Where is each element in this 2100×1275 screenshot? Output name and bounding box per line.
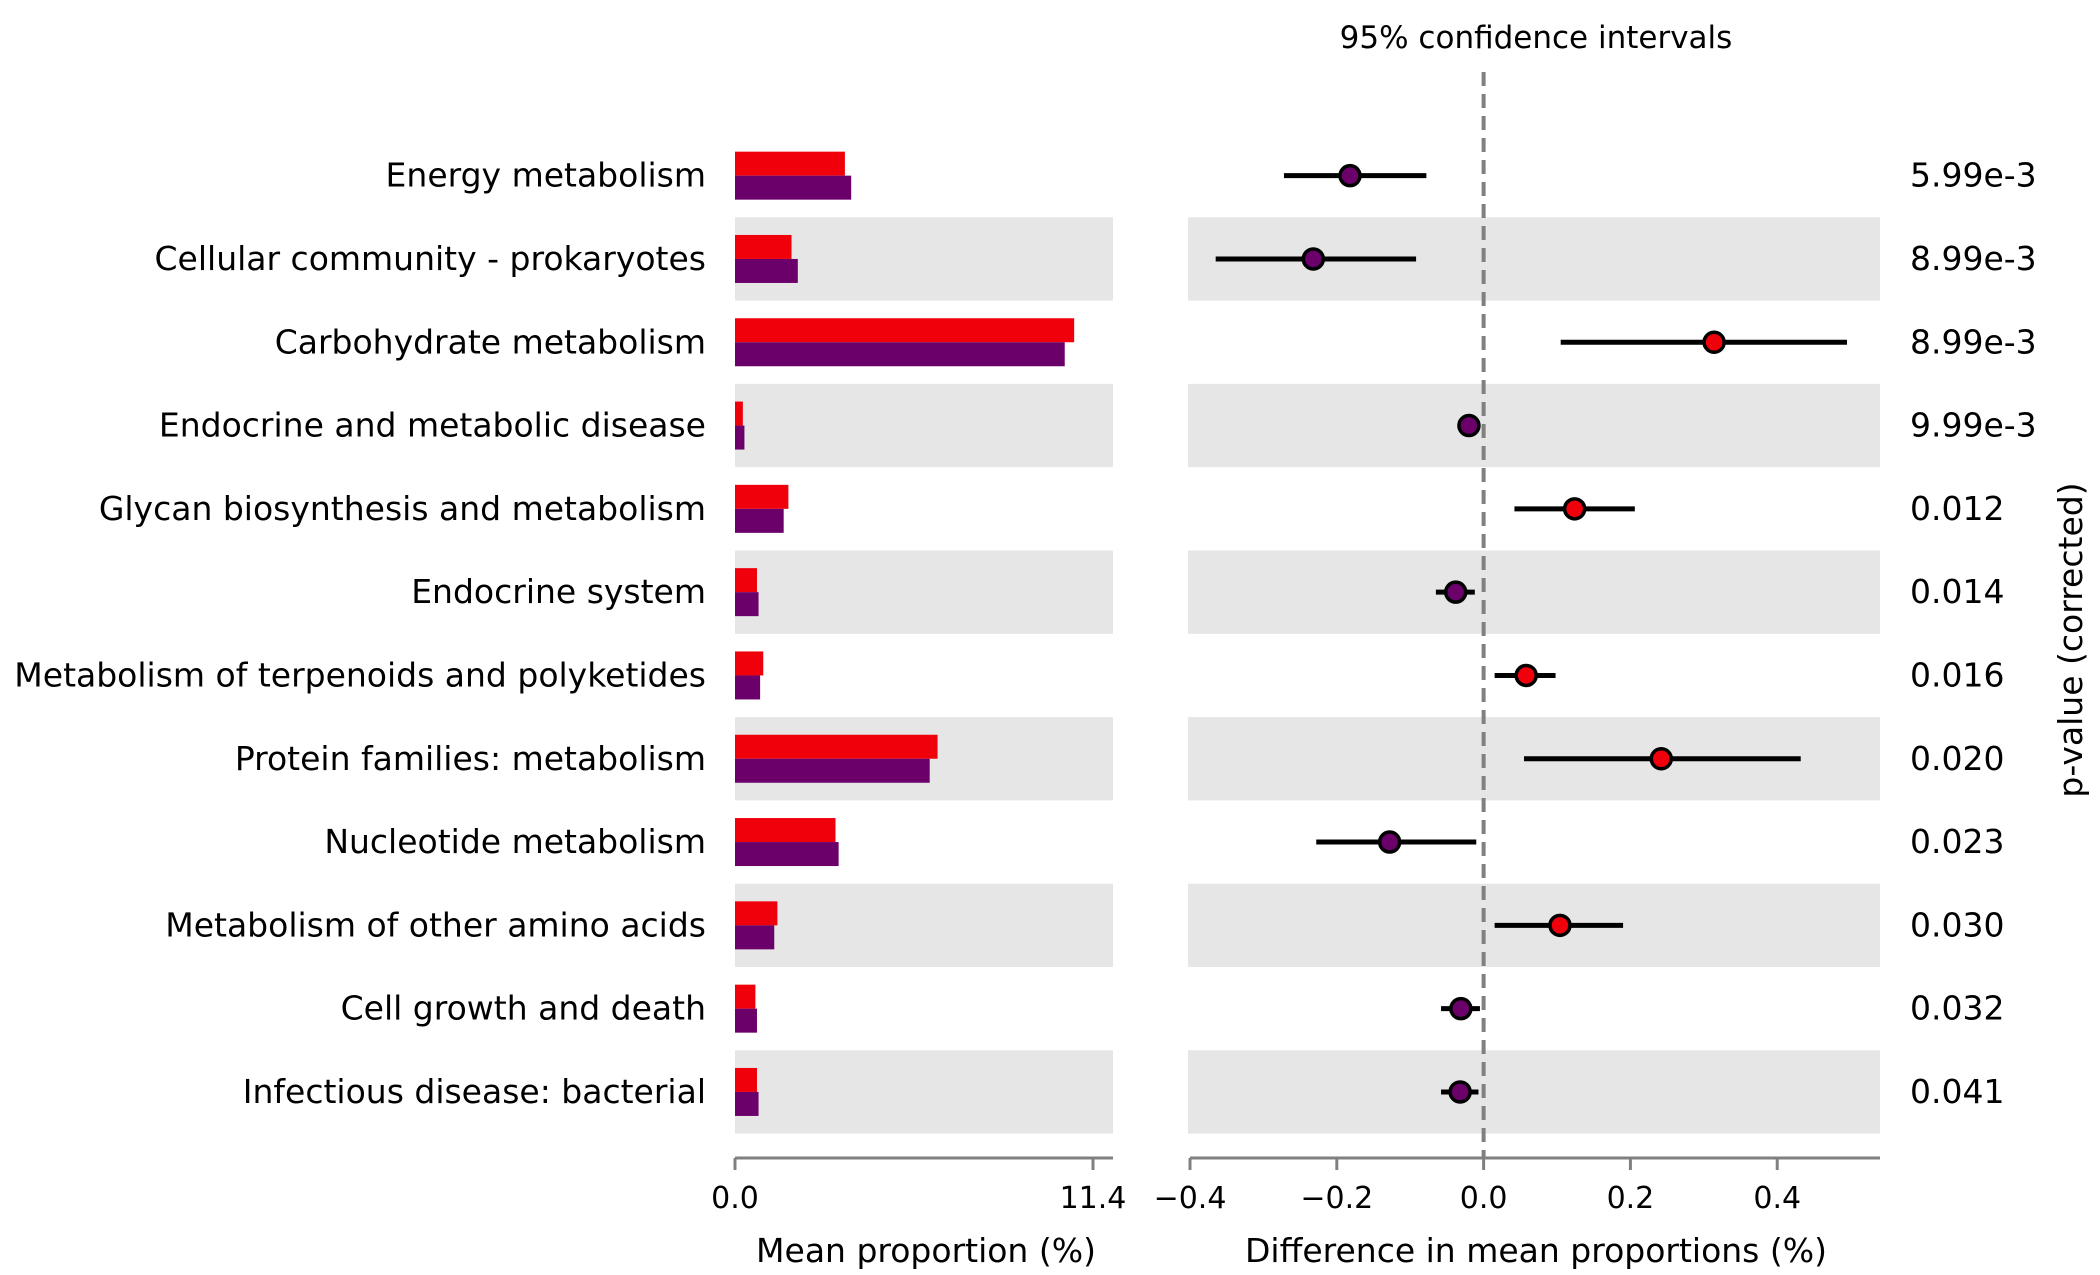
category-label: Energy metabolism [386, 156, 706, 195]
bar-series-1 [735, 734, 938, 759]
p-value: 8.99e-3 [1910, 322, 2037, 361]
bar-series-2 [735, 425, 745, 450]
bar-series-2 [735, 842, 839, 867]
ci-point [1649, 747, 1674, 771]
ci-point [1548, 913, 1572, 938]
p-value: 9.99e-3 [1910, 406, 2037, 445]
category-label: Infectious disease: bacterial [243, 1072, 706, 1111]
p-value: 8.99e-3 [1910, 239, 2037, 278]
row-stripe [1188, 1050, 1880, 1134]
ci-point [1449, 996, 1473, 1021]
row-stripe [735, 217, 1113, 301]
ci-point [1514, 663, 1538, 688]
row-stripe [735, 550, 1113, 634]
bar-series-1 [735, 1067, 757, 1092]
ci-point [1562, 497, 1587, 521]
bar-series-1 [735, 318, 1075, 343]
p-value: 0.014 [1910, 572, 2004, 611]
category-label: Nucleotide metabolism [324, 822, 706, 861]
row-stripe [1188, 550, 1880, 634]
bar-series-2 [735, 1008, 757, 1033]
bar-series-2 [735, 675, 761, 700]
category-label: Cell growth and death [341, 989, 706, 1028]
row-stripes [735, 217, 1880, 1134]
category-label: Carbohydrate metabolism [275, 322, 706, 361]
ci-axis-label: Difference in mean proportions (%) [1245, 1231, 1827, 1270]
bar-series-2 [735, 508, 784, 533]
row-stripe [735, 383, 1113, 468]
row-stripe [1188, 383, 1880, 468]
bar-series-2 [735, 925, 775, 950]
ci-point [1301, 247, 1326, 271]
bar-series-1 [735, 151, 845, 176]
p-value: 0.023 [1910, 822, 2004, 861]
ci-point [1702, 330, 1726, 354]
category-labels: Energy metabolism Cellular community - pr… [14, 156, 706, 1111]
chart-title: 95% confidence intervals [1340, 20, 1733, 56]
ci-point [1457, 413, 1481, 438]
p-value-labels: 5.99e-3 8.99e-3 8.99e-3 9.99e-3 0.012 0.014 0.… [1910, 156, 2037, 1111]
category-label: Cellular community - prokaryotes [155, 239, 706, 278]
ci-x-tick-label: −0.2 [1300, 1181, 1373, 1216]
bar-series-1 [735, 234, 792, 259]
category-label: Glycan biosynthesis and metabolism [99, 489, 706, 528]
bar-series-1 [735, 984, 756, 1009]
axes: 0.0 11.4 −0.4 −0.2 0.0 0.2 0.4 [711, 72, 1880, 1216]
p-value: 0.041 [1910, 1072, 2004, 1111]
p-value: 0.032 [1910, 989, 2004, 1028]
bar-series-1 [735, 818, 836, 843]
category-label: Metabolism of other amino acids [165, 905, 706, 944]
bar-series-2 [735, 592, 759, 617]
ci-point [1443, 580, 1468, 604]
bar-series-1 [735, 484, 789, 509]
category-label: Endocrine and metabolic disease [159, 406, 706, 445]
bar-x-tick-label: 0.0 [711, 1181, 759, 1216]
bar-series-2 [735, 1091, 759, 1116]
pvalue-axis-label: p-value (corrected) [2051, 482, 2090, 797]
p-value: 0.020 [1910, 739, 2004, 778]
category-label: Endocrine system [411, 572, 706, 611]
p-value: 0.012 [1910, 489, 2004, 528]
bar-x-tick-label: 11.4 [1060, 1181, 1127, 1216]
ci-x-tick-label: 0.2 [1607, 1181, 1655, 1216]
mean-proportion-bars [735, 151, 1075, 1116]
ci-x-tick-label: −0.4 [1154, 1181, 1227, 1216]
bar-series-2 [735, 342, 1065, 367]
p-value: 0.016 [1910, 655, 2004, 694]
row-stripe [735, 1050, 1113, 1134]
row-stripe [735, 883, 1113, 967]
confidence-interval-markers [1215, 163, 1847, 1104]
ci-point [1338, 163, 1362, 188]
category-label: Protein families: metabolism [235, 739, 706, 778]
ci-point [1448, 1080, 1472, 1104]
p-value: 0.030 [1910, 905, 2004, 944]
bar-series-1 [735, 401, 743, 426]
bar-series-1 [735, 901, 778, 926]
ci-x-tick-label: 0.0 [1460, 1181, 1508, 1216]
bar-axis-label: Mean proportion (%) [756, 1231, 1096, 1270]
p-value: 5.99e-3 [1910, 156, 2037, 195]
bar-series-2 [735, 758, 930, 783]
ci-x-tick-label: 0.4 [1753, 1181, 1801, 1216]
bar-series-2 [735, 258, 798, 283]
bar-series-1 [735, 568, 757, 593]
bar-series-2 [735, 175, 852, 200]
category-label: Metabolism of terpenoids and polyketides [14, 655, 706, 694]
ci-point [1377, 830, 1402, 854]
bar-series-1 [735, 651, 764, 676]
